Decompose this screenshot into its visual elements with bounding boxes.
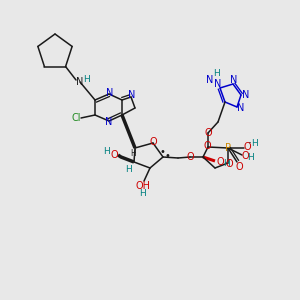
Text: Cl: Cl [71,113,81,123]
Text: H: H [84,76,90,85]
Text: N: N [230,75,238,85]
Text: N: N [214,79,222,89]
Text: ·: · [248,137,252,151]
Text: •: • [164,151,170,161]
Text: N: N [76,77,84,87]
Text: N: N [242,90,250,100]
Text: O: O [225,159,233,169]
Text: O: O [149,137,157,147]
Text: H: H [248,152,254,161]
Text: N: N [206,75,214,85]
Text: P: P [225,143,231,153]
Text: N: N [105,117,113,127]
Text: O: O [203,141,211,151]
Text: H: H [124,164,131,173]
Text: H: H [224,158,230,167]
Text: H: H [250,140,257,148]
Text: H: H [140,188,146,197]
Text: •: • [159,147,165,157]
Text: H: H [130,149,136,158]
Text: OH: OH [136,181,151,191]
Text: O: O [110,150,118,160]
Text: O: O [216,157,224,167]
Text: N: N [128,90,136,100]
Text: H: H [213,70,219,79]
Text: O: O [235,162,243,172]
Text: O: O [186,152,194,162]
Text: N: N [106,88,114,98]
Text: O: O [241,151,249,161]
Text: O: O [243,142,251,152]
Text: O: O [204,128,212,138]
Text: N: N [237,103,245,113]
Text: H: H [103,148,110,157]
